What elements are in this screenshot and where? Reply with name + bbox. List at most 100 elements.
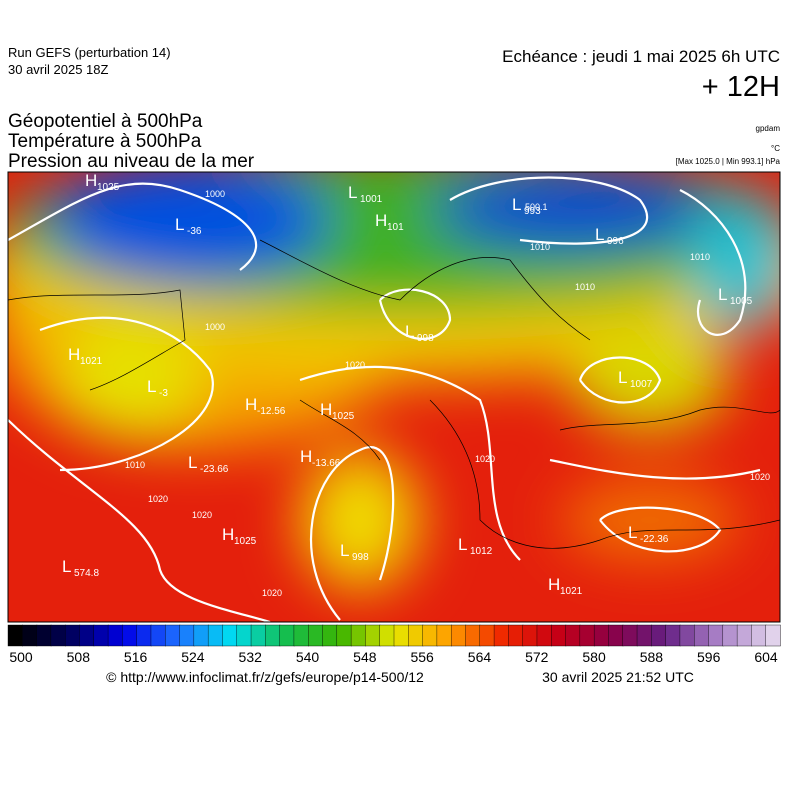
colorbar-label: 556 xyxy=(410,649,434,665)
color-swatch xyxy=(736,624,753,647)
color-swatch xyxy=(551,624,567,647)
center-value: 1005 xyxy=(730,296,753,307)
colorbar-label: 580 xyxy=(582,649,606,665)
color-swatch xyxy=(136,624,152,647)
colorbar-label: 548 xyxy=(353,649,377,665)
center-symbol: H xyxy=(375,211,387,230)
color-swatch xyxy=(722,624,738,647)
isobar-label: 1020 xyxy=(192,510,212,520)
unit: gpdam xyxy=(756,124,781,133)
color-swatch xyxy=(379,624,395,647)
color-swatch xyxy=(636,624,653,647)
isobar-label: 1010 xyxy=(690,252,710,262)
map-frame xyxy=(7,171,781,623)
title: Pression au niveau de la mer xyxy=(8,151,255,172)
colorbar-label: 516 xyxy=(124,649,148,665)
center-symbol: H xyxy=(245,395,257,414)
color-swatch xyxy=(222,624,238,647)
center-value: 1025 xyxy=(234,536,257,547)
center-value: -36 xyxy=(187,226,202,237)
pressure-center: H -13.66 xyxy=(300,447,341,469)
color-swatch xyxy=(150,624,166,647)
pressure-center: L 1007 xyxy=(618,368,653,390)
center-value: 998 xyxy=(417,333,434,344)
color-swatch xyxy=(179,624,195,647)
center-value: 574.8 xyxy=(74,568,99,579)
pressure-center: H -12.56 xyxy=(245,395,286,417)
color-swatch xyxy=(694,624,710,647)
pressure-center: H 1025 xyxy=(320,400,355,422)
center-symbol: L xyxy=(718,285,727,304)
center-symbol: L xyxy=(188,453,197,472)
run: Run GEFS (perturbation 14) xyxy=(8,45,171,60)
center-symbol: L xyxy=(348,183,357,202)
colorbar-label: 588 xyxy=(640,649,664,665)
center-symbol: L xyxy=(618,368,627,387)
center-value: 993 xyxy=(524,206,541,217)
color-swatch xyxy=(36,624,52,647)
color-swatch xyxy=(193,624,209,647)
center-symbol: L xyxy=(512,195,521,214)
title: Géopotentiel à 500hPa xyxy=(8,111,203,132)
color-swatch xyxy=(250,624,267,647)
pressure-center: L 996 xyxy=(595,225,624,247)
pressure-center: L 1001 xyxy=(348,183,383,205)
colorbar-label: 564 xyxy=(468,649,492,665)
isobar-label: 1020 xyxy=(750,472,770,482)
color-swatch xyxy=(479,624,495,647)
center-symbol: H xyxy=(68,345,80,364)
pressure-center: H 101 xyxy=(375,211,404,233)
isobar-label: 1020 xyxy=(345,360,365,370)
color-swatch xyxy=(64,624,81,647)
center-value: -12.56 xyxy=(257,406,286,417)
center-value: -23.66 xyxy=(200,464,229,475)
forecast: Echéance : jeudi 1 mai 2025 6h UTC xyxy=(502,47,780,66)
isobar-label: 1020 xyxy=(475,454,495,464)
center-symbol: L xyxy=(458,535,467,554)
color-swatch xyxy=(207,624,224,647)
center-symbol: H xyxy=(85,171,97,190)
isobar-label: 1000 xyxy=(205,322,225,332)
center-value: 1025 xyxy=(332,411,355,422)
pressure-center: H 1021 xyxy=(548,575,583,597)
isobar-label: 1000 xyxy=(205,189,225,199)
color-swatch xyxy=(322,624,338,647)
color-swatch xyxy=(436,624,452,647)
isobar-label: 1010 xyxy=(575,282,595,292)
lead: + 12H xyxy=(702,71,780,103)
color-swatch xyxy=(79,624,95,647)
center-value: 1025 xyxy=(97,182,120,193)
colorbar-label: 508 xyxy=(67,649,91,665)
center-value: -3 xyxy=(159,388,168,399)
center-symbol: H xyxy=(548,575,560,594)
center-value: 1021 xyxy=(80,356,103,367)
pressure-center: H 1025 xyxy=(222,525,257,547)
map xyxy=(8,172,780,622)
isobar-label: 500.1 xyxy=(525,202,548,212)
source-url: © http://www.infoclimat.fr/z/gefs/europe… xyxy=(106,669,424,685)
color-swatch xyxy=(579,624,595,647)
color-swatch xyxy=(651,624,667,647)
color-swatch xyxy=(679,624,695,647)
color-swatch xyxy=(107,624,124,647)
center-value: 1012 xyxy=(470,546,493,557)
color-swatch xyxy=(265,624,281,647)
center-symbol: L xyxy=(595,225,604,244)
color-swatch xyxy=(22,624,38,647)
color-swatch xyxy=(7,624,23,647)
center-symbol: L xyxy=(405,322,414,341)
pressure-center: L -23.66 xyxy=(188,453,229,475)
color-swatch xyxy=(422,624,438,647)
pressure-center: L -22.36 xyxy=(628,523,669,545)
color-swatch xyxy=(522,624,538,647)
color-swatch xyxy=(336,624,352,647)
colorbar-label: 572 xyxy=(525,649,549,665)
center-symbol: H xyxy=(320,400,332,419)
range: [Max 1025.0 | Min 993.1] hPa xyxy=(676,157,781,166)
color-swatch xyxy=(508,624,524,647)
center-value: 996 xyxy=(607,236,624,247)
colorbar xyxy=(7,624,781,647)
center-symbol: L xyxy=(147,377,156,396)
color-swatch xyxy=(536,624,552,647)
